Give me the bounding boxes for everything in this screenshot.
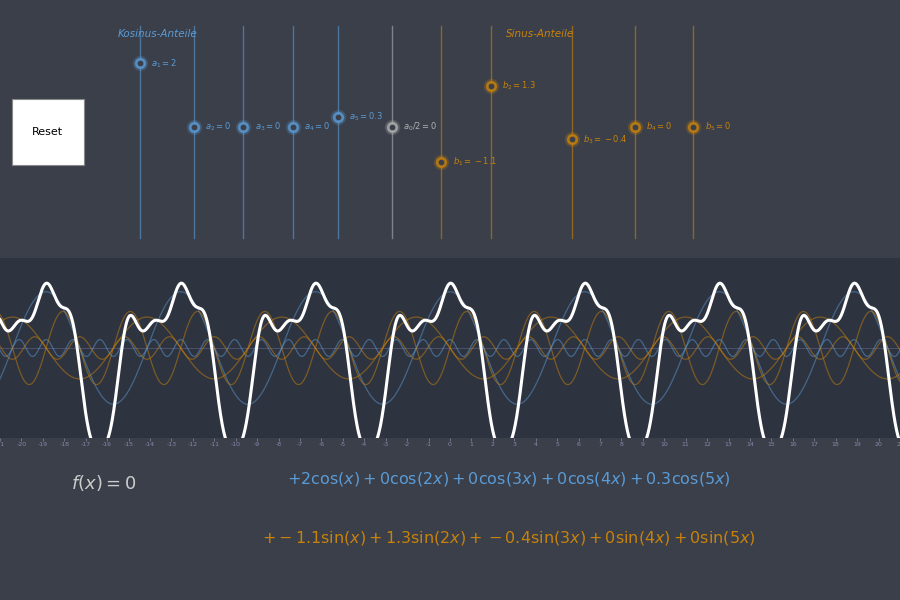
Text: $f(x) = 0$: $f(x) = 0$ [71, 473, 136, 493]
Text: $b_{5} = 0$: $b_{5} = 0$ [705, 121, 731, 133]
Text: $b_{4} = 0$: $b_{4} = 0$ [646, 121, 672, 133]
Text: $a_{5} = 0.3$: $a_{5} = 0.3$ [349, 111, 383, 124]
Text: $b_{2} = 1.3$: $b_{2} = 1.3$ [502, 79, 536, 92]
Text: $a_{3} = 0$: $a_{3} = 0$ [255, 121, 281, 133]
Text: $+ -1.1\sin(x) + 1.3\sin(2x) + -0.4\sin(3x) + 0\sin(4x) + 0\sin(5x)$: $+ -1.1\sin(x) + 1.3\sin(2x) + -0.4\sin(… [262, 529, 755, 547]
Text: $a_{1} = 2$: $a_{1} = 2$ [151, 57, 177, 70]
Text: $b_{3} = -0.4$: $b_{3} = -0.4$ [583, 133, 628, 146]
FancyBboxPatch shape [12, 99, 84, 165]
Text: $a_{4} = 0$: $a_{4} = 0$ [304, 121, 330, 133]
Text: $+2\cos(x) + 0\cos(2x) + 0\cos(3x) + 0\cos(4x) + 0.3\cos(5x)$: $+2\cos(x) + 0\cos(2x) + 0\cos(3x) + 0\c… [286, 469, 731, 487]
Text: Sinus-Anteile: Sinus-Anteile [506, 29, 574, 40]
Text: $a_{0}/2 = 0$: $a_{0}/2 = 0$ [403, 121, 437, 133]
Text: Reset: Reset [32, 127, 63, 137]
Text: Kosinus-Anteile: Kosinus-Anteile [118, 29, 197, 40]
Text: $b_{1} = -1.1$: $b_{1} = -1.1$ [453, 155, 497, 168]
Text: $a_{2} = 0$: $a_{2} = 0$ [205, 121, 231, 133]
